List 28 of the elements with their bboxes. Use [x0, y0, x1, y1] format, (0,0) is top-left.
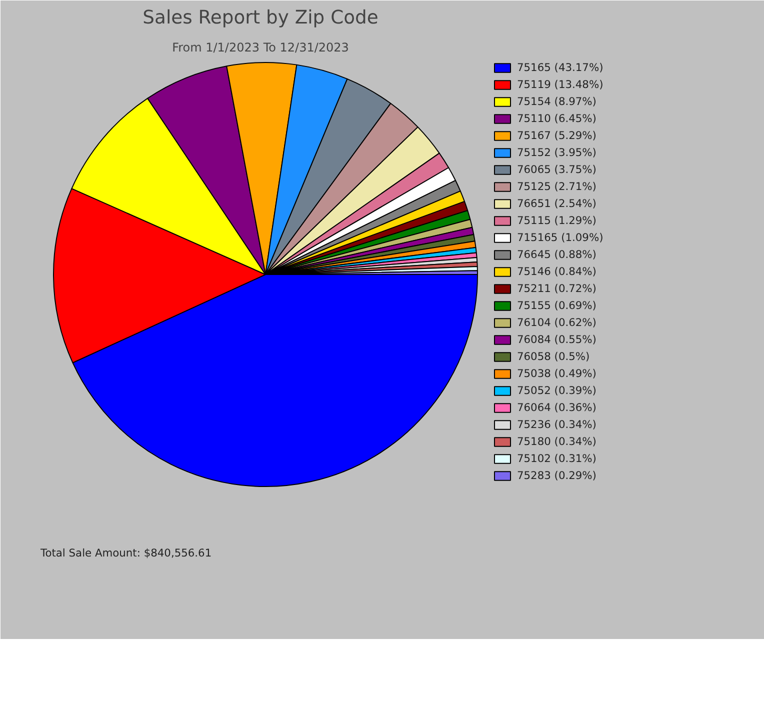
- text: Total Sale Amount: $840,556.61: [40, 546, 212, 560]
- legend-label: 75211 (0.72%): [517, 282, 596, 295]
- legend-label: 75154 (8.97%): [517, 95, 596, 108]
- legend-label: 75115 (1.29%): [517, 214, 596, 227]
- legend-label: 75180 (0.34%): [517, 435, 596, 448]
- legend-label: 75102 (0.31%): [517, 452, 596, 465]
- legend-label: 75110 (6.45%): [517, 112, 596, 125]
- legend-label: 75152 (3.95%): [517, 146, 596, 159]
- legend-label: 75125 (2.71%): [517, 180, 596, 193]
- legend-label: 76064 (0.36%): [517, 401, 596, 414]
- legend-label: 76058 (0.5%): [517, 350, 590, 363]
- legend-label: 75167 (5.29%): [517, 129, 596, 142]
- legend-label: 75038 (0.49%): [517, 367, 596, 380]
- legend-label: 76645 (0.88%): [517, 248, 596, 261]
- legend-label: 75052 (0.39%): [517, 384, 596, 397]
- chart-title: Sales Report by Zip Code: [142, 8, 378, 28]
- legend-label: 75283 (0.29%): [517, 469, 596, 482]
- legend-label: 75236 (0.34%): [517, 418, 596, 431]
- legend-label: 76104 (0.62%): [517, 316, 596, 329]
- chart-subtitle: From 1/1/2023 To 12/31/2023: [172, 40, 349, 54]
- legend-label: 76651 (2.54%): [517, 197, 596, 210]
- legend-label: 75155 (0.69%): [517, 299, 596, 312]
- legend-label: 75119 (13.48%): [517, 78, 604, 91]
- legend-label: 75146 (0.84%): [517, 265, 596, 278]
- legend-label: 76084 (0.55%): [517, 333, 596, 346]
- legend-label: 76065 (3.75%): [517, 163, 596, 176]
- legend-label: 715165 (1.09%): [517, 231, 604, 244]
- legend-label: 75165 (43.17%): [517, 61, 604, 74]
